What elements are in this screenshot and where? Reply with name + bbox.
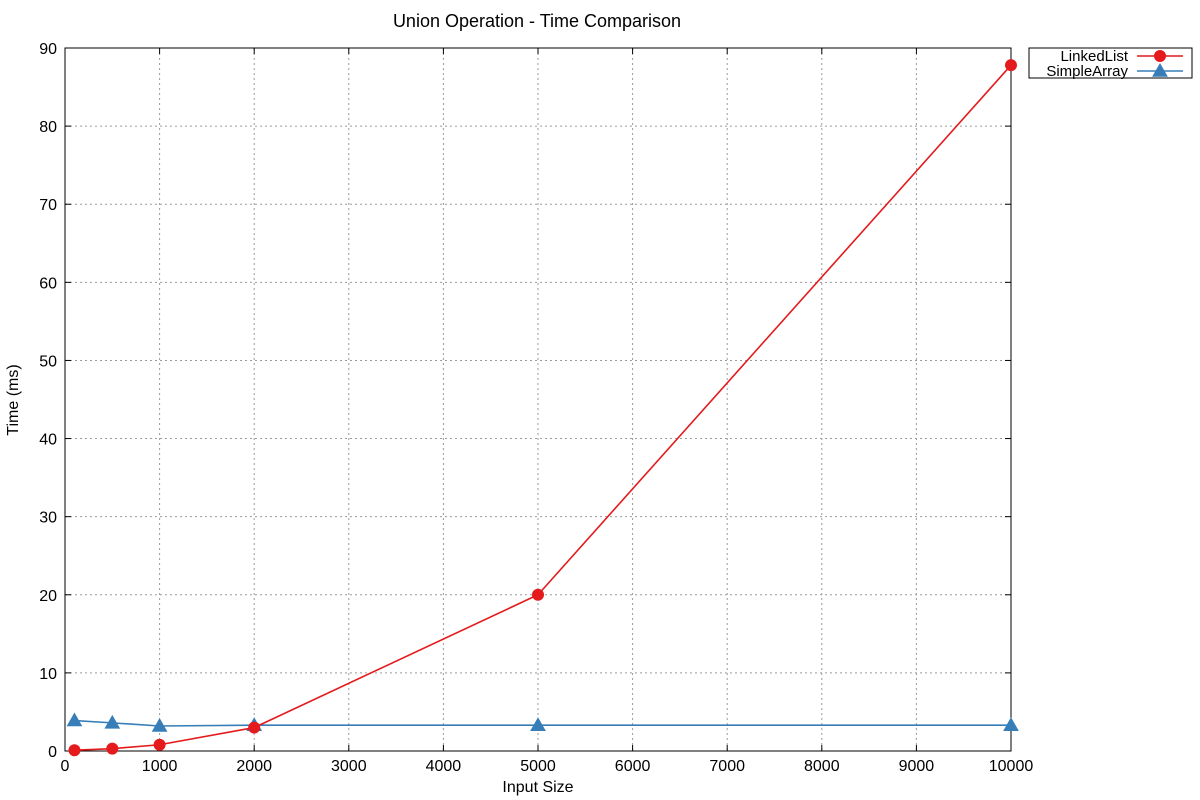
data-point-linkedlist [106,742,119,755]
data-point-linkedlist [153,738,166,751]
x-tick-label: 10000 [989,758,1034,775]
series-group [66,59,1019,757]
data-point-simplearray [104,714,121,729]
data-point-simplearray [66,712,83,727]
x-tick-label: 8000 [804,758,840,775]
series-linkedlist [68,59,1017,757]
y-tick-label: 40 [39,432,57,449]
y-tick-label: 20 [39,588,57,605]
data-point-simplearray [151,717,168,732]
y-tick-label: 90 [39,41,57,58]
y-tick-label: 70 [39,197,57,214]
data-point-linkedlist [248,721,261,734]
x-tick-label: 6000 [615,758,651,775]
x-tick-label: 7000 [709,758,745,775]
legend-label-simplearray: SimpleArray [1046,63,1128,80]
x-tick-label: 5000 [520,758,556,775]
series-simplearray [66,712,1019,732]
x-axis-title: Input Size [502,779,573,796]
y-axis-title: Time (ms) [5,364,22,435]
chart-title: Union Operation - Time Comparison [393,11,681,31]
y-tick-label: 0 [48,744,57,761]
legend-marker-simplearray [1152,62,1168,77]
y-tick-label: 30 [39,510,57,527]
x-tick-label: 2000 [236,758,272,775]
y-tick-label: 80 [39,119,57,136]
y-tick-label: 10 [39,666,57,683]
data-point-linkedlist [68,744,81,757]
y-tick-label: 60 [39,275,57,292]
x-tick-label: 3000 [331,758,367,775]
x-tick-label: 0 [61,758,70,775]
grid-lines [65,48,1011,751]
y-tick-label: 50 [39,353,57,370]
x-tick-label: 1000 [142,758,178,775]
x-tick-label: 9000 [899,758,935,775]
legend-marker-linkedlist [1154,50,1166,62]
data-point-linkedlist [532,588,544,601]
series-line-linkedlist [74,64,1012,752]
data-point-linkedlist [1005,59,1017,72]
data-point-simplearray [530,717,546,731]
x-tick-label: 4000 [426,758,462,775]
data-point-simplearray [1003,717,1019,731]
series-line-simplearray [74,719,1011,727]
axis-ticks: 0 1000 2000 3000 4000 5000 6000 7000 8000 9000 100… [39,41,1033,775]
legend-label-linkedlist: LinkedList [1060,48,1128,65]
